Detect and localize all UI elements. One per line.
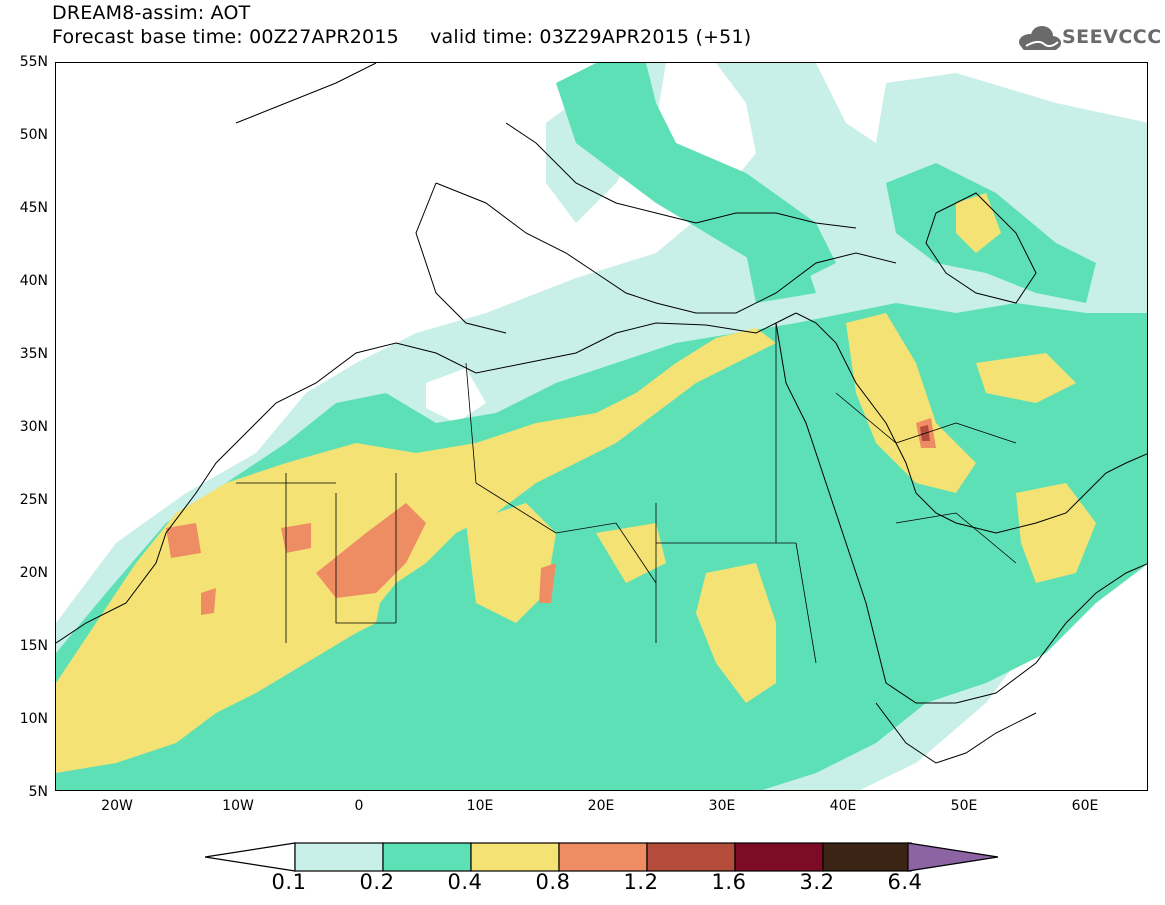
country-borders [236,323,1017,664]
lon-label: 40E [829,798,857,814]
lat-label: 20N [19,565,48,581]
lat-label: 25N [19,492,48,508]
logo-text: SEEVCCC [1062,26,1162,48]
map-title: DREAM8-assim: AOT [52,2,251,24]
colorbar-label: 0.4 [447,870,483,894]
colorbar-segment [646,842,736,872]
aot-map [56,63,1147,790]
aot-band-0-8 [166,418,936,615]
lat-label: 10N [19,711,48,727]
lon-label: 20E [587,798,615,814]
map-subtitle: Forecast base time: 00Z27APR2015 valid t… [52,26,752,48]
lat-label: 15N [19,638,48,654]
lat-label: 50N [19,127,48,143]
colorbar-segment [294,842,384,872]
map-area [55,62,1148,791]
colorbar-label: 0.2 [359,870,395,894]
colorbar-label: 0.8 [535,870,571,894]
colorbar-label: 3.2 [799,870,835,894]
cloud-icon [1019,26,1061,50]
lon-label: 10W [222,798,254,814]
colorbar-label: 6.4 [887,870,923,894]
lon-label: 0 [354,798,364,814]
colorbar-segment [470,842,560,872]
colorbar-label: 1.2 [623,870,659,894]
lat-label: 30N [19,419,48,435]
lat-label: 5N [28,784,48,800]
colorbar-segment [558,842,648,872]
lon-label: 50E [950,798,978,814]
colorbar-segment [822,842,912,872]
lat-label: 45N [19,200,48,216]
lon-label: 20W [101,798,133,814]
lon-label: 10E [466,798,494,814]
lon-label: 60E [1071,798,1099,814]
lat-label: 35N [19,346,48,362]
colorbar-high-arrow [907,842,999,872]
colorbar-segment [734,842,824,872]
coastlines [56,63,1147,764]
colorbar-segment [382,842,472,872]
colorbar-low-arrow [205,842,296,872]
colorbar-label: 1.6 [711,870,747,894]
lon-label: 30E [708,798,736,814]
lat-label: 55N [19,54,48,70]
lat-label: 40N [19,273,48,289]
colorbar-label: 0.1 [271,870,307,894]
colorbar [205,842,999,872]
